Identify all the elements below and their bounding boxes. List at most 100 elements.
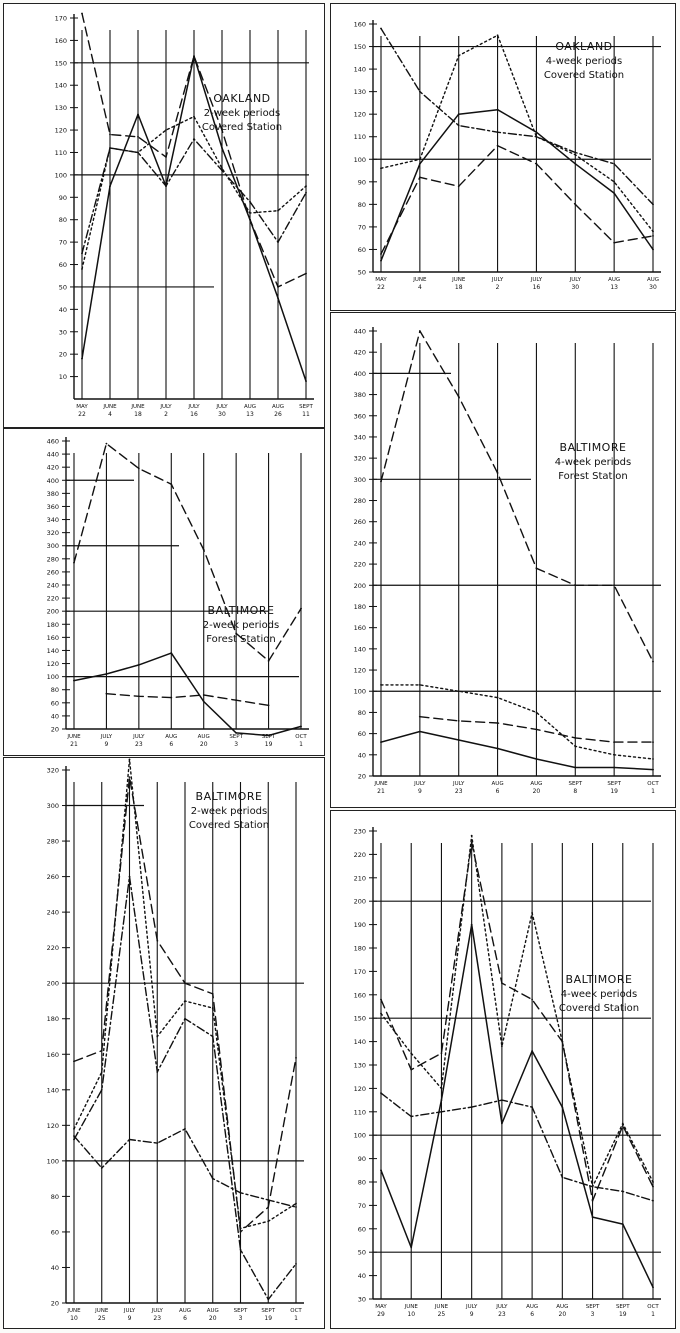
y-tick-label: 40: [358, 1272, 366, 1280]
data-point: [100, 1071, 103, 1073]
data-point: [137, 151, 139, 154]
chart-panel-oakland-4week: 50 60 70 80 90 100 110 120 130 140 150 160 MAY 22 JUNE…: [330, 3, 676, 311]
y-tick-label: 300: [47, 542, 59, 550]
data-point: [221, 129, 223, 131]
x-tick-label-month: JULY: [215, 404, 228, 410]
data-point: [496, 696, 499, 699]
data-point: [128, 1138, 131, 1141]
data-point: [652, 248, 654, 251]
data-point: [418, 90, 421, 93]
data-point: [457, 690, 460, 693]
data-point: [105, 692, 108, 695]
x-tick-label-month: MAY: [375, 277, 387, 283]
data-point: [81, 12, 83, 15]
data-point: [235, 632, 238, 635]
x-tick-label-day: 9: [128, 1315, 132, 1322]
data-point: [305, 185, 307, 187]
data-point: [440, 1052, 443, 1055]
y-tick-label: 320: [47, 767, 59, 775]
y-tick-label: 80: [358, 1179, 366, 1187]
y-tick-label: 120: [47, 1122, 59, 1130]
x-tick-label-day: 3: [239, 1315, 243, 1322]
y-tick-label: 20: [59, 351, 67, 359]
x-tick-label-month: JUNE: [94, 1308, 109, 1314]
chart-subtitle: 4-week periods: [555, 457, 632, 468]
y-tick-label: 100: [354, 1132, 366, 1140]
chart-panel-oakland-2week: 10 20 30 40 50 60 70 80 90 100 110 120 130 140 150 160 1…: [3, 3, 325, 428]
data-point: [535, 758, 538, 760]
y-tick-label: 400: [47, 477, 59, 485]
y-tick-label: 160: [354, 991, 366, 999]
data-point: [440, 1110, 443, 1113]
y-tick-label: 420: [47, 464, 59, 472]
data-point: [418, 176, 421, 179]
data-point: [380, 253, 382, 255]
y-tick-label: 30: [358, 1296, 366, 1304]
y-tick-label: 100: [47, 1157, 59, 1165]
data-point: [496, 472, 499, 474]
data-point: [295, 1056, 297, 1059]
x-tick-label-month: OCT: [290, 1308, 302, 1314]
data-point: [156, 1035, 159, 1038]
x-tick-label-month: JUNE: [451, 277, 466, 283]
x-tick-label-month: JUNE: [412, 277, 427, 283]
x-tick-label-month: JUNE: [66, 734, 81, 740]
series-line-1: [73, 652, 302, 737]
x-tick-label-day: 1: [299, 741, 303, 748]
data-point: [531, 1050, 534, 1052]
y-tick-label: 240: [354, 539, 366, 547]
data-point: [621, 1190, 624, 1193]
data-point: [380, 683, 382, 686]
data-point: [531, 998, 534, 1001]
data-point: [170, 652, 173, 654]
x-tick-label-month: JULY: [123, 1308, 136, 1314]
y-tick-label: 70: [358, 223, 366, 231]
data-point: [652, 660, 654, 663]
x-tick-label-month: JUNE: [66, 1308, 81, 1314]
data-point: [81, 268, 83, 270]
data-point: [574, 162, 577, 165]
data-point: [380, 167, 382, 170]
series-line-0: [380, 330, 654, 663]
x-tick-label-day: 4: [418, 284, 422, 291]
y-tick-label: 160: [55, 37, 67, 45]
x-tick-label-day: 6: [496, 788, 500, 795]
x-tick-label-day: 23: [498, 1311, 506, 1318]
y-tick-label: 220: [354, 851, 366, 859]
x-tick-label-day: 2: [496, 284, 500, 291]
data-point: [531, 912, 534, 914]
chart-panel-baltimore-4week-covered: 30 40 50 60 70 80 90 100 110 120 130 140 150 160 170 18…: [330, 810, 676, 1329]
x-tick-label-month: AUG: [647, 277, 659, 283]
data-point: [418, 730, 421, 733]
x-tick-label-day: 30: [218, 411, 226, 418]
data-point: [652, 1199, 654, 1202]
y-tick-label: 180: [354, 603, 366, 611]
y-tick-label: 220: [47, 595, 59, 603]
y-tick-label: 170: [55, 15, 67, 23]
data-point: [165, 156, 167, 158]
x-tick-label-day: 6: [530, 1311, 534, 1318]
data-point: [73, 679, 75, 682]
data-point: [613, 766, 616, 769]
y-tick-label: 360: [354, 412, 366, 420]
x-tick-label-day: 23: [135, 741, 143, 748]
y-tick-label: 20: [51, 726, 59, 734]
x-tick-label-month: SEPT: [261, 1308, 275, 1314]
y-tick-label: 280: [47, 555, 59, 563]
data-point: [613, 584, 616, 587]
y-tick-label: 40: [51, 1264, 59, 1272]
data-point: [235, 699, 238, 702]
x-tick-label-month: JULY: [187, 404, 200, 410]
x-tick-label-day: 19: [265, 741, 273, 748]
y-tick-label: 160: [47, 634, 59, 642]
data-point: [81, 252, 83, 255]
data-point: [239, 1248, 242, 1251]
x-tick-label-month: JULY: [465, 1304, 478, 1310]
x-tick-label-month: AUG: [207, 1308, 219, 1314]
data-point: [137, 467, 140, 470]
y-tick-label: 120: [354, 111, 366, 119]
x-tick-label-month: JULY: [530, 277, 543, 283]
y-tick-label: 190: [354, 921, 366, 929]
data-point: [496, 108, 499, 111]
